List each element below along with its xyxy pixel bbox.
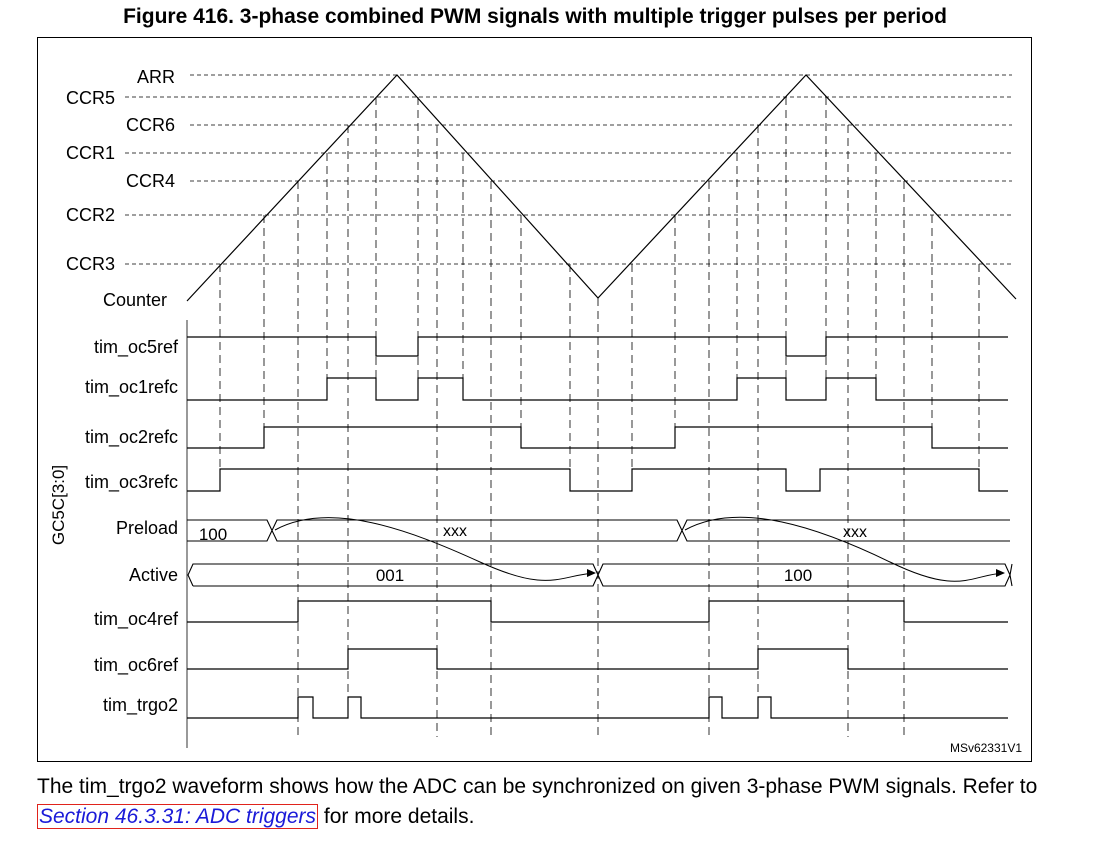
group-label-gc5c: GC5C[3:0] (49, 465, 68, 545)
active-value-period1: 001 (376, 566, 404, 585)
active-bus-bottom (193, 573, 1013, 587)
preload-value-initial: 100 (199, 525, 227, 544)
signal-label-oc5ref: tim_oc5ref (94, 337, 179, 358)
waveforms (186, 74, 1017, 748)
level-label-ccr2: CCR2 (66, 205, 115, 225)
signal-label-oc1refc: tim_oc1refc (85, 377, 178, 398)
transfer-arrow-period2-head (996, 569, 1005, 577)
preload-value-period1: xxx (443, 523, 467, 540)
trgo2-waveform (187, 696, 1008, 719)
preload-value-period2: xxx (843, 524, 867, 541)
oc1refc-waveform (187, 377, 1008, 401)
level-label-ccr1: CCR1 (66, 143, 115, 163)
timing-diagram: ARR CCR5 CCR6 CCR1 CCR4 CCR2 CCR3 Counte… (37, 37, 1032, 762)
signal-label-oc4ref: tim_oc4ref (94, 609, 179, 630)
transfer-arrow-period1 (274, 517, 596, 581)
caption: The tim_trgo2 waveform shows how the ADC… (37, 772, 1077, 832)
oc6ref-waveform (187, 648, 1008, 670)
active-bus-top (187, 563, 1013, 587)
threshold-lines (125, 74, 1012, 265)
level-label-ccr6: CCR6 (126, 115, 175, 135)
diagram-frame (37, 37, 1032, 762)
signal-label-trgo2: tim_trgo2 (103, 695, 178, 716)
signal-label-counter: Counter (103, 290, 167, 310)
signal-label-active: Active (129, 565, 178, 585)
oc5ref-waveform (187, 336, 1008, 357)
active-value-period2: 100 (784, 566, 812, 585)
signal-label-oc6ref: tim_oc6ref (94, 655, 179, 676)
section-link[interactable]: Section 46.3.31: ADC triggers (37, 804, 319, 829)
level-label-ccr5: CCR5 (66, 88, 115, 108)
oc2refc-waveform (187, 426, 1008, 449)
signal-label-oc2refc: tim_oc2refc (85, 427, 178, 448)
oc4ref-waveform (187, 600, 1008, 623)
signal-label-oc3refc: tim_oc3refc (85, 472, 178, 493)
caption-text-after: for more details. (318, 805, 475, 828)
figure-title: Figure 416. 3-phase combined PWM signals… (123, 5, 947, 28)
transfer-arrow-period2 (684, 516, 1005, 582)
event-markers (219, 97, 980, 737)
caption-text-before: The tim_trgo2 waveform shows how the ADC… (37, 775, 1038, 798)
oc3refc-waveform (187, 468, 1008, 492)
level-label-arr: ARR (137, 67, 175, 87)
level-label-ccr4: CCR4 (126, 171, 175, 191)
counter-waveform (186, 74, 1017, 302)
preload-bus-bottom (187, 529, 1010, 542)
figure-reference-id: MSv62331V1 (950, 741, 1022, 755)
transfer-arrow-period1-head (587, 569, 596, 577)
preload-bus-top (187, 519, 1010, 532)
level-label-ccr3: CCR3 (66, 254, 115, 274)
signal-label-preload: Preload (116, 518, 178, 538)
